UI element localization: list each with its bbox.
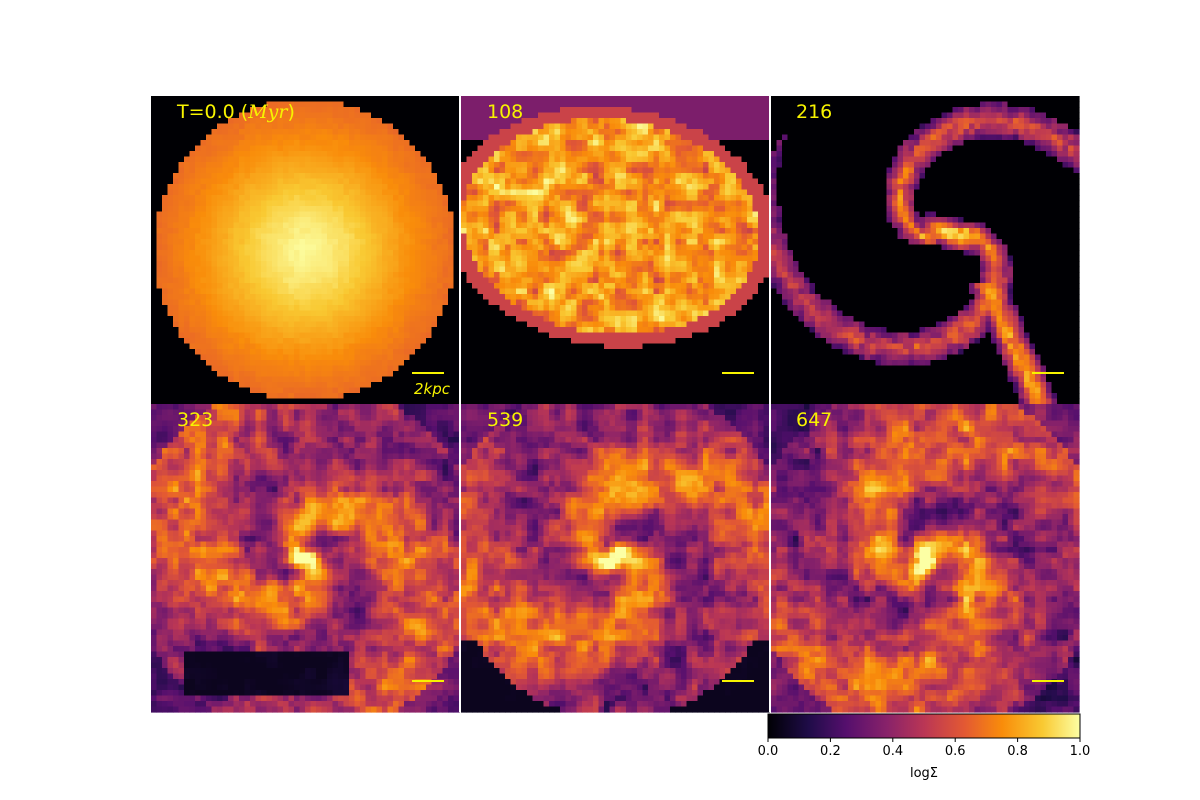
colorbar-tick-label-0: 0.0 xyxy=(757,744,779,759)
density-map-panel-0 xyxy=(151,96,460,405)
colorbar-tick-label-4: 0.8 xyxy=(1007,744,1028,759)
density-map-panel-4 xyxy=(461,404,770,713)
colorbar-label: logΣ xyxy=(909,766,939,781)
panel-label-5: 647 xyxy=(796,409,833,431)
scale-bar-label: 2kpc xyxy=(414,380,450,398)
colorbar-tick-label-2: 0.4 xyxy=(882,744,904,759)
colorbar xyxy=(767,713,1081,739)
colorbar-tick-label-1: 0.2 xyxy=(820,744,841,759)
density-map-panel-5 xyxy=(771,404,1080,713)
density-map-panel-1 xyxy=(461,96,770,405)
density-map-panel-3 xyxy=(151,404,460,713)
colorbar-tick-label-5: 1.0 xyxy=(1069,744,1091,759)
panel-label-3: 323 xyxy=(177,409,214,431)
colorbar-tick-label-3: 0.6 xyxy=(944,744,966,759)
panel-label-0: T=0.0 (Myr) xyxy=(177,101,295,123)
panel-label-1: 108 xyxy=(487,101,524,123)
panel-label-4: 539 xyxy=(487,409,524,431)
panel-label-2: 216 xyxy=(796,101,833,123)
density-map-panel-2 xyxy=(771,96,1080,405)
